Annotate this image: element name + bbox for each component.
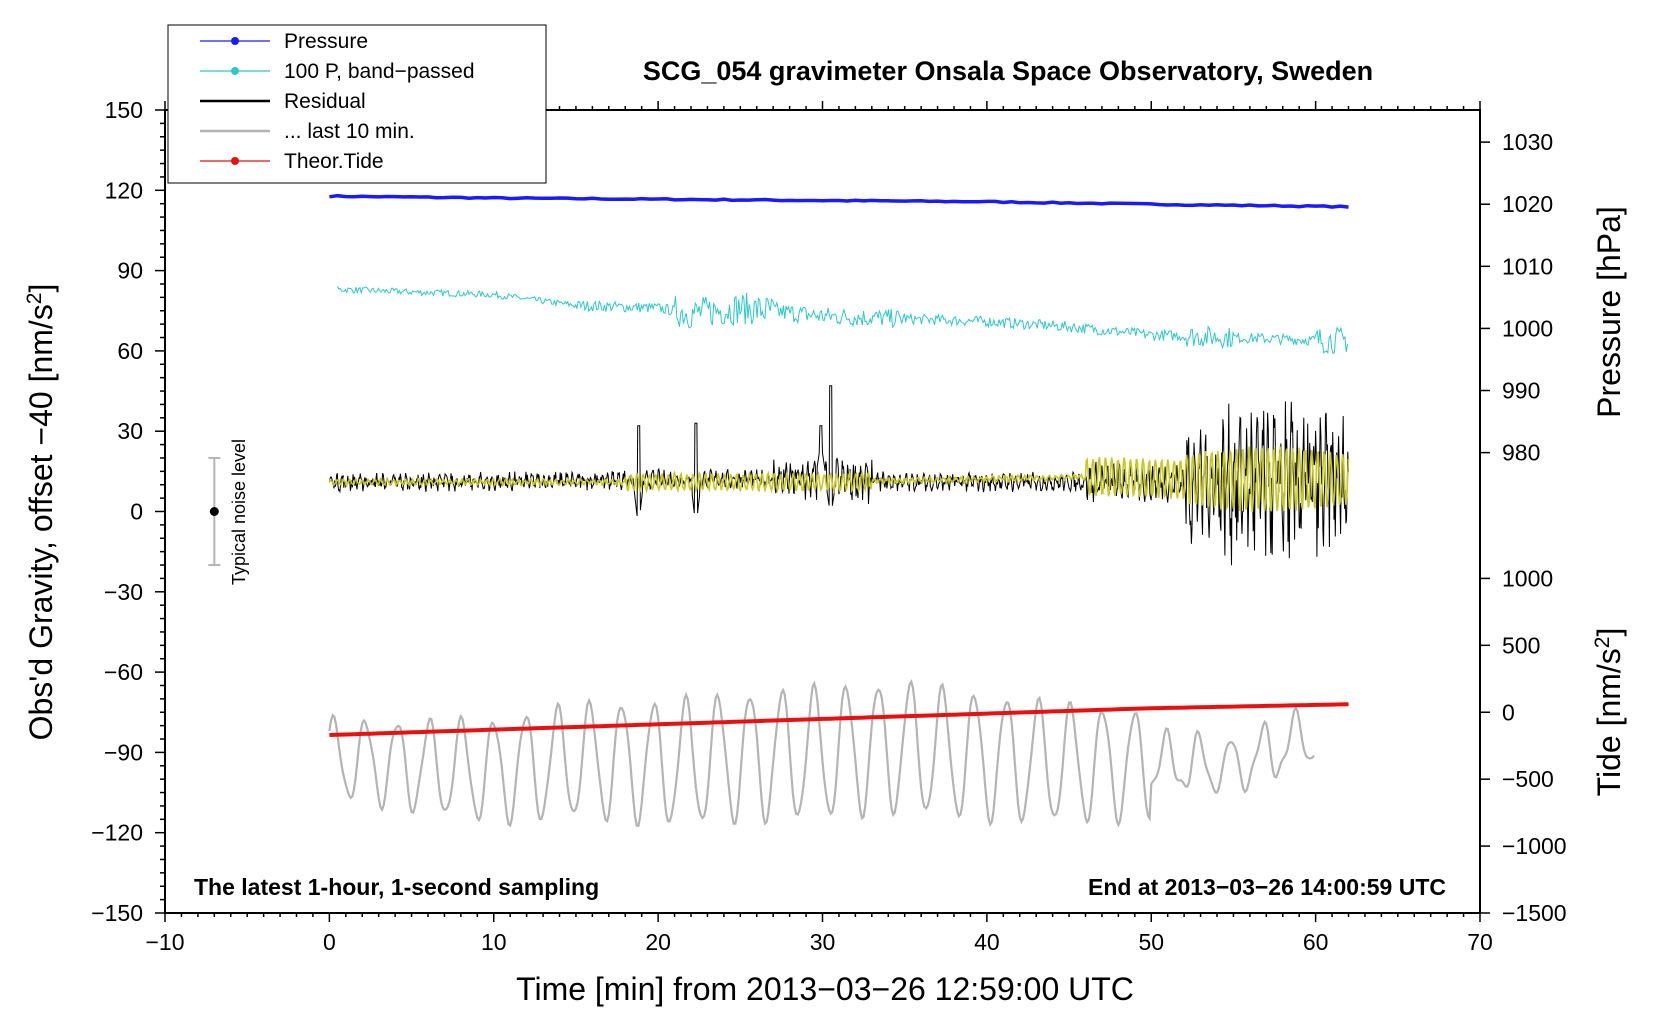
y-pressure-tick-label: 980 <box>1502 440 1540 466</box>
chart-title: SCG_054 gravimeter Onsala Space Observat… <box>643 56 1373 86</box>
y-left-tick-label: 90 <box>117 258 143 284</box>
legend-box <box>167 24 547 184</box>
y-axis-tide-label-main: Tide [nm/s <box>1591 648 1627 796</box>
y-pressure-tick-label: 1020 <box>1502 191 1553 217</box>
series-theor-tide <box>329 702 1349 737</box>
y-left-tick-label: −120 <box>91 820 143 846</box>
x-axis-label: Time [min] from 2013−03−26 12:59:00 UTC <box>516 971 1134 1007</box>
x-tick-label: 50 <box>1138 929 1164 955</box>
y-pressure-tick-label: 1030 <box>1502 129 1553 155</box>
sampling-annotation: The latest 1-hour, 1-second sampling <box>194 874 599 900</box>
y-axis-left-label-main: Obs'd Gravity, offset −40 [nm/s <box>23 304 59 740</box>
y-axis-pressure-label: Pressure [hPa] <box>1591 206 1627 418</box>
x-tick-label: 70 <box>1467 929 1493 955</box>
y-tide-tick-label: 1000 <box>1502 565 1553 591</box>
y-axis-tide-label-close: ] <box>1591 628 1627 637</box>
series-last10min <box>328 679 1315 828</box>
series-layer <box>328 193 1350 828</box>
legend: Pressure 100 P, band−passed Residual ... la… <box>167 24 547 184</box>
legend-label: ... last 10 min. <box>284 120 415 143</box>
noise-level-label: Typical noise level <box>229 439 249 585</box>
legend-label: Theor.Tide <box>284 150 384 173</box>
y-left-tick-label: 30 <box>117 418 143 444</box>
x-tick-label: 10 <box>481 929 507 955</box>
y-tide-tick-label: −500 <box>1502 766 1554 792</box>
noise-level-indicator <box>208 456 221 567</box>
x-tick-label: −10 <box>145 929 184 955</box>
y-tide-tick-label: −1500 <box>1502 900 1567 926</box>
series-band-passed <box>337 286 1348 355</box>
series-pressure <box>329 193 1349 209</box>
y-left-tick-label: −90 <box>104 739 143 765</box>
y-pressure-tick-label: 990 <box>1502 378 1540 404</box>
legend-swatch-dot <box>231 157 239 165</box>
y-left-tick-label: −150 <box>91 900 143 926</box>
y-axis-left-label-close: ] <box>23 284 59 293</box>
x-tick-label: 0 <box>323 929 336 955</box>
axes-layer <box>164 109 1481 914</box>
series-filtered-residual <box>328 446 1350 512</box>
x-tick-label: 60 <box>1303 929 1329 955</box>
x-tick-label: 20 <box>645 929 671 955</box>
legend-items: Pressure 100 P, band−passed Residual ... la… <box>200 30 475 173</box>
y-axis-tide-label: Tide [nm/s2] <box>1591 628 1628 797</box>
y-tide-tick-label: 500 <box>1502 632 1540 658</box>
y-pressure-tick-label: 1010 <box>1502 253 1553 279</box>
legend-swatch-dot <box>231 67 239 75</box>
y-left-tick-label: −60 <box>104 659 143 685</box>
x-axis: −10 0 10 20 30 40 50 60 70 <box>145 101 1493 955</box>
y-axis-tide-label-sup: 2 <box>1591 637 1614 649</box>
y-left-tick-label: 150 <box>105 97 143 123</box>
legend-swatch-dot <box>231 37 239 45</box>
legend-label: Pressure <box>284 30 368 53</box>
y-axis-left: 150 120 90 60 30 0 −30 −60 −90 −120 −150 <box>91 97 165 926</box>
y-axis-tide: 1000 500 0 −500 −1000 −1500 <box>1480 565 1567 926</box>
end-time-annotation: End at 2013−03−26 14:00:59 UTC <box>1088 874 1446 900</box>
y-tide-tick-label: 0 <box>1502 699 1515 725</box>
y-left-tick-label: 120 <box>105 177 143 203</box>
legend-label: Residual <box>284 90 366 113</box>
y-pressure-tick-label: 1000 <box>1502 315 1553 341</box>
plot-frame <box>164 109 1481 914</box>
y-left-tick-label: −30 <box>104 579 143 605</box>
y-axis-pressure: 1030 1020 1010 1000 990 980 <box>1480 129 1553 466</box>
noise-bar-center <box>209 507 219 516</box>
y-axis-left-label-sup: 2 <box>23 292 46 304</box>
y-left-tick-label: 0 <box>130 499 143 525</box>
y-axis-left-label: Obs'd Gravity, offset −40 [nm/s2] <box>23 284 60 741</box>
y-tide-tick-label: −1000 <box>1502 833 1567 859</box>
x-tick-label: 40 <box>974 929 1000 955</box>
y-left-tick-label: 60 <box>117 338 143 364</box>
series-residual <box>328 385 1349 566</box>
legend-label: 100 P, band−passed <box>284 60 475 83</box>
x-tick-label: 30 <box>810 929 836 955</box>
